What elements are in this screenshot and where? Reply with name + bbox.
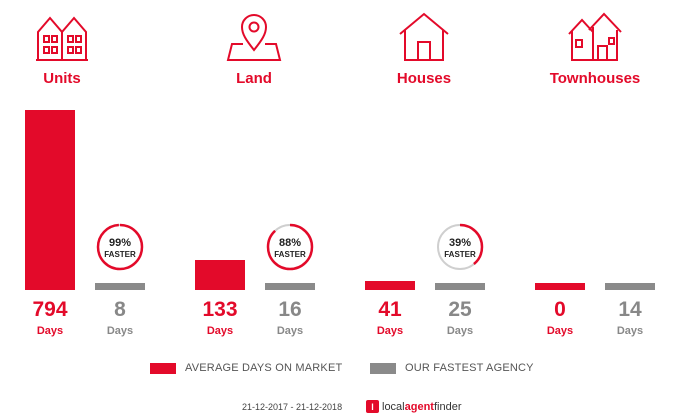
- value-label-fastest-land: 16: [278, 298, 301, 321]
- chart-legend: AVERAGE DAYS ON MARKET OUR FASTEST AGENC…: [0, 362, 700, 382]
- unit-label-fastest-houses: Days: [447, 325, 473, 337]
- days-on-market-chart: 794Days8Days99%FASTER133Days16Days88%FAS…: [25, 110, 655, 337]
- faster-percent-houses: 39%: [449, 237, 471, 249]
- date-range: 21-12-2017 - 21-12-2018: [242, 402, 343, 412]
- faster-text-houses: FASTER: [444, 250, 476, 259]
- bar-average-units: [25, 110, 75, 290]
- value-label-average-townhouses: 0: [554, 298, 566, 321]
- category-townhouses: Townhouses: [535, 10, 655, 87]
- brand-logo: l localagentfinder: [366, 400, 462, 413]
- bar-average-townhouses: [535, 283, 585, 290]
- value-label-fastest-houses: 25: [448, 298, 472, 321]
- category-land: Land: [194, 10, 314, 87]
- category-houses: Houses: [364, 10, 484, 87]
- faster-ring-houses: [436, 223, 484, 271]
- faster-percent-land: 88%: [279, 237, 301, 249]
- legend-swatch-fastest: [370, 362, 396, 374]
- footer: 21-12-2017 - 21-12-2018 l localagentfind…: [0, 399, 700, 419]
- unit-label-fastest-units: Days: [107, 325, 133, 337]
- bar-average-land: [195, 260, 245, 290]
- apartment-building-icon: [2, 10, 122, 62]
- legend-label-average: AVERAGE DAYS ON MARKET: [185, 362, 343, 374]
- bar-fastest-townhouses: [605, 283, 655, 290]
- brand-name: localagentfinder: [382, 400, 462, 413]
- house-icon: [364, 10, 484, 62]
- category-label: Land: [236, 70, 272, 87]
- legend-item-fastest: OUR FASTEST AGENCY: [370, 362, 534, 374]
- unit-label-average-units: Days: [37, 325, 63, 337]
- bar-fastest-houses: [435, 283, 485, 290]
- faster-badge-bg-land: [266, 223, 314, 271]
- map-pin-icon: [194, 10, 314, 62]
- faster-badge-bg-units: [96, 223, 144, 271]
- value-label-fastest-townhouses: 14: [618, 298, 642, 321]
- unit-label-fastest-land: Days: [277, 325, 303, 337]
- faster-badge-bg-houses: [436, 223, 484, 271]
- faster-text-land: FASTER: [274, 250, 306, 259]
- unit-label-average-land: Days: [207, 325, 233, 337]
- unit-label-average-townhouses: Days: [547, 325, 573, 337]
- faster-ring-land: [266, 223, 314, 271]
- value-label-fastest-units: 8: [114, 298, 126, 321]
- unit-label-average-houses: Days: [377, 325, 403, 337]
- value-label-average-land: 133: [202, 298, 237, 321]
- bar-average-houses: [365, 281, 415, 290]
- faster-text-units: FASTER: [104, 250, 136, 259]
- bar-fastest-land: [265, 283, 315, 290]
- value-label-average-houses: 41: [378, 298, 402, 321]
- category-units: Units: [2, 10, 122, 87]
- legend-item-average: AVERAGE DAYS ON MARKET: [150, 362, 342, 374]
- category-label: Townhouses: [549, 70, 641, 87]
- faster-percent-units: 99%: [109, 237, 131, 249]
- bar-fastest-units: [95, 283, 145, 290]
- unit-label-fastest-townhouses: Days: [617, 325, 643, 337]
- category-label: Houses: [396, 70, 452, 87]
- faster-ring-units: [96, 223, 144, 271]
- legend-swatch-average: [150, 362, 176, 374]
- category-label: Units: [43, 70, 81, 87]
- value-label-average-units: 794: [32, 298, 67, 321]
- legend-label-fastest: OUR FASTEST AGENCY: [405, 362, 534, 374]
- brand-mark-icon: l: [366, 400, 379, 413]
- townhouses-icon: [535, 10, 655, 62]
